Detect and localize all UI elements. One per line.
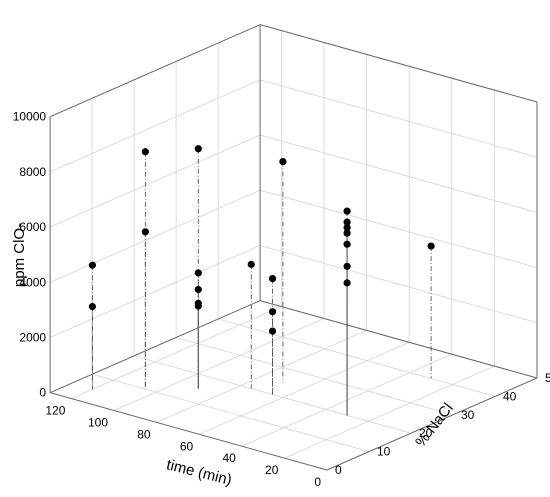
- data-point: [343, 229, 351, 237]
- x-tick-label: 0: [314, 475, 321, 489]
- data-point: [343, 262, 351, 270]
- data-point: [88, 303, 96, 311]
- data-point: [268, 308, 277, 316]
- z-tick-label: 4000: [19, 275, 46, 289]
- box-edge: [49, 300, 261, 394]
- wall-grid-line: [49, 134, 261, 228]
- wall-grid-line: [259, 79, 538, 158]
- x-tick-label: 60: [180, 439, 194, 453]
- wall-grid-line: [259, 134, 538, 213]
- floor-grid-line: [156, 330, 367, 423]
- data-points: [88, 145, 435, 335]
- y-tick-label: 20: [419, 426, 433, 440]
- data-point: [194, 269, 202, 277]
- data-point: [194, 285, 202, 294]
- box-edge: [49, 392, 328, 471]
- box-edge: [259, 300, 538, 379]
- floor-grid-line: [71, 306, 282, 399]
- drop-lines: [91, 148, 432, 416]
- floor-grid-line: [91, 373, 370, 452]
- data-point: [247, 260, 255, 268]
- z-tick-label: 8000: [19, 165, 46, 179]
- z-tick-label: 2000: [19, 330, 46, 344]
- x-tick-label: 120: [45, 404, 65, 418]
- grid-layer: [49, 24, 538, 471]
- x-tick-label: 100: [88, 416, 108, 430]
- data-point: [343, 240, 351, 248]
- data-point: [268, 275, 277, 283]
- y-tick-label: 0: [335, 463, 342, 477]
- data-point: [268, 327, 277, 335]
- floor-grid-line: [217, 318, 496, 397]
- axes-box: [49, 24, 538, 471]
- box-edge: [49, 24, 261, 118]
- x-tick-label: 40: [222, 451, 236, 465]
- data-point: [427, 242, 435, 250]
- floor-grid-line: [199, 341, 410, 435]
- box-edge: [259, 24, 538, 103]
- data-point: [141, 148, 149, 156]
- x-tick-label: 80: [137, 427, 151, 441]
- floor-grid-line: [284, 365, 495, 459]
- data-point: [194, 145, 202, 153]
- data-point: [343, 218, 351, 226]
- wall-grid-line: [49, 79, 261, 173]
- floor-grid-line: [133, 355, 412, 434]
- z-tick-label: 0: [39, 386, 46, 400]
- data-point: [343, 207, 351, 215]
- wall-grid-line: [259, 245, 538, 324]
- data-point: [343, 224, 351, 232]
- wall-grid-line: [259, 189, 538, 268]
- x-tick-label: 20: [265, 463, 279, 477]
- z-tick-label: 10000: [13, 110, 47, 124]
- data-point: [194, 302, 202, 310]
- data-point: [343, 279, 351, 287]
- wall-grid-line: [49, 189, 261, 283]
- wall-grid-line: [49, 245, 261, 338]
- box-edge: [326, 377, 538, 471]
- data-point: [279, 157, 287, 166]
- y-tick-label: 40: [503, 389, 517, 403]
- y-tick-label: 50: [545, 371, 550, 385]
- y-tick-label: 30: [461, 408, 475, 422]
- y-tick-label: 10: [377, 445, 391, 459]
- floor-grid-line: [113, 318, 325, 411]
- z-axis-label: ppm ClO-: [11, 223, 28, 287]
- tick-labels: 0 2000 4000 6000 8000 10000 0 20 40 60 80 100 120 0 10…: [13, 110, 550, 489]
- data-point: [88, 261, 96, 269]
- data-point: [141, 228, 149, 236]
- z-tick-label: 6000: [19, 220, 46, 234]
- floor-grid-line: [175, 337, 454, 416]
